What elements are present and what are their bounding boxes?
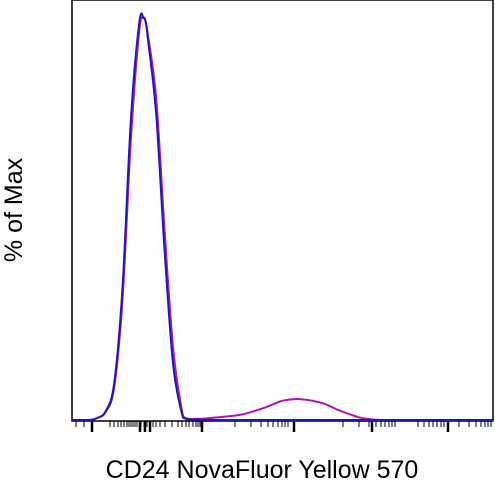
series-line-2 <box>71 12 493 422</box>
y-axis-label: % of Max <box>0 157 28 262</box>
plot-frame <box>71 0 494 422</box>
x-axis-ticks <box>75 421 492 432</box>
x-axis-label: CD24 NovaFluor Yellow 570 <box>106 456 419 483</box>
series-layer <box>71 12 493 422</box>
